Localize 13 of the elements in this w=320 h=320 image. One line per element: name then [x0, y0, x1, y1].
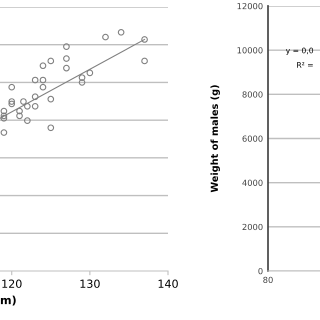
y-tick-label: 8000	[242, 91, 263, 98]
x-tick-label: 120	[2, 280, 22, 288]
x-axis-title: m)	[0, 296, 16, 306]
y-tick-label: 2000	[242, 224, 263, 230]
x-tick-label: 130	[80, 280, 100, 288]
y-tick-label: 12000	[238, 2, 263, 10]
y-tick-label: 4000	[242, 180, 263, 186]
x-tick-label: 140	[158, 280, 178, 288]
y-tick-label: 0	[258, 268, 263, 274]
y-tick-label: 10000	[238, 47, 263, 54]
x-tick-label: 80	[263, 276, 273, 284]
y-tick-label: 6000	[242, 135, 263, 142]
y-axis-title: Weight of males (g)	[210, 85, 220, 192]
